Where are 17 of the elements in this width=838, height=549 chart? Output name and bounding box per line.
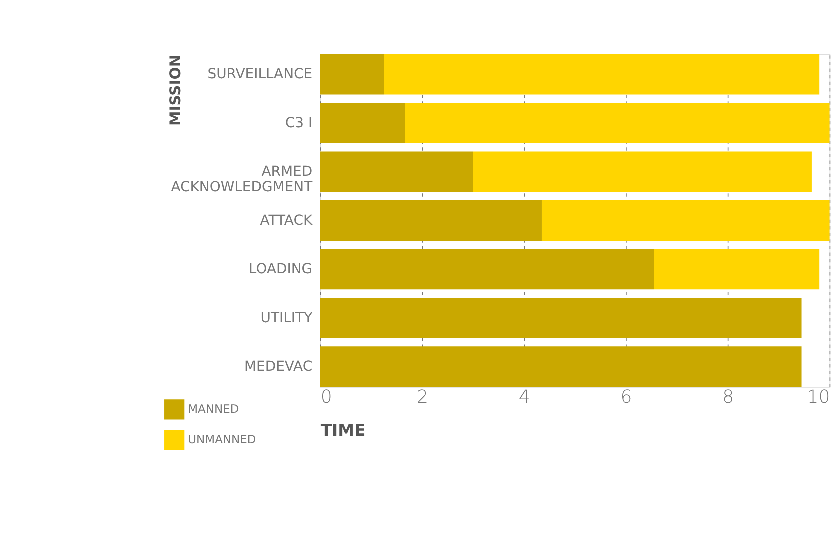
y-axis-title: MISSION [167,54,184,126]
y-tick-label: LOADING [248,262,313,278]
x-tick-label: 0 [320,387,332,408]
x-tick-label: 2 [416,387,428,408]
y-tick-label: UTILITY [260,310,314,326]
x-tick-label: 10 [807,387,830,408]
legend-label: UNMANNED [188,432,256,446]
y-tick-label: MEDEVAC [244,359,313,376]
x-tick-label: 8 [722,387,734,408]
y-tick-label: ATTACK [260,212,314,229]
x-tick-label: 4 [518,387,530,408]
x-axis-title: TIME [320,420,366,440]
y-tick-label: SURVEILLANCE [208,66,313,83]
x-tick-label: 6 [620,387,632,408]
y-tick-label: ARMED ACKNOWLEDGMENT [171,164,314,196]
y-tick-label: C3 I [285,115,313,132]
legend-label: MANNED [188,402,240,416]
